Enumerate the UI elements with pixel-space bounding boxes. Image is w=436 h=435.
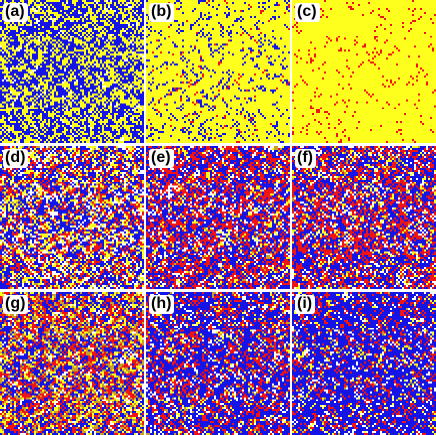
panel-f-lattice bbox=[292, 146, 436, 289]
panel-c: (c) bbox=[292, 0, 436, 143]
panel-d: (d) bbox=[0, 146, 144, 289]
panel-e-lattice bbox=[146, 146, 290, 289]
panel-h-label: (h) bbox=[149, 295, 175, 314]
panel-c-label: (c) bbox=[295, 3, 320, 22]
panel-a: (a) bbox=[0, 0, 144, 143]
panel-h: (h) bbox=[146, 292, 290, 435]
panel-f-label: (f) bbox=[295, 149, 316, 168]
panel-a-label: (a) bbox=[3, 3, 28, 22]
panel-g: (g) bbox=[0, 292, 144, 435]
panel-a-lattice bbox=[0, 0, 144, 143]
panel-b-label: (b) bbox=[149, 3, 175, 22]
panel-i-lattice bbox=[292, 292, 436, 435]
panel-c-lattice bbox=[292, 0, 436, 143]
panel-d-label: (d) bbox=[3, 149, 29, 168]
panel-i-label: (i) bbox=[295, 295, 316, 314]
panel-e-label: (e) bbox=[149, 149, 174, 168]
panel-b-lattice bbox=[146, 0, 290, 143]
panel-g-lattice bbox=[0, 292, 144, 435]
panel-b: (b) bbox=[146, 0, 290, 143]
panel-i: (i) bbox=[292, 292, 436, 435]
panel-g-label: (g) bbox=[3, 295, 29, 314]
panel-d-lattice bbox=[0, 146, 144, 289]
panel-h-lattice bbox=[146, 292, 290, 435]
panel-e: (e) bbox=[146, 146, 290, 289]
panel-f: (f) bbox=[292, 146, 436, 289]
